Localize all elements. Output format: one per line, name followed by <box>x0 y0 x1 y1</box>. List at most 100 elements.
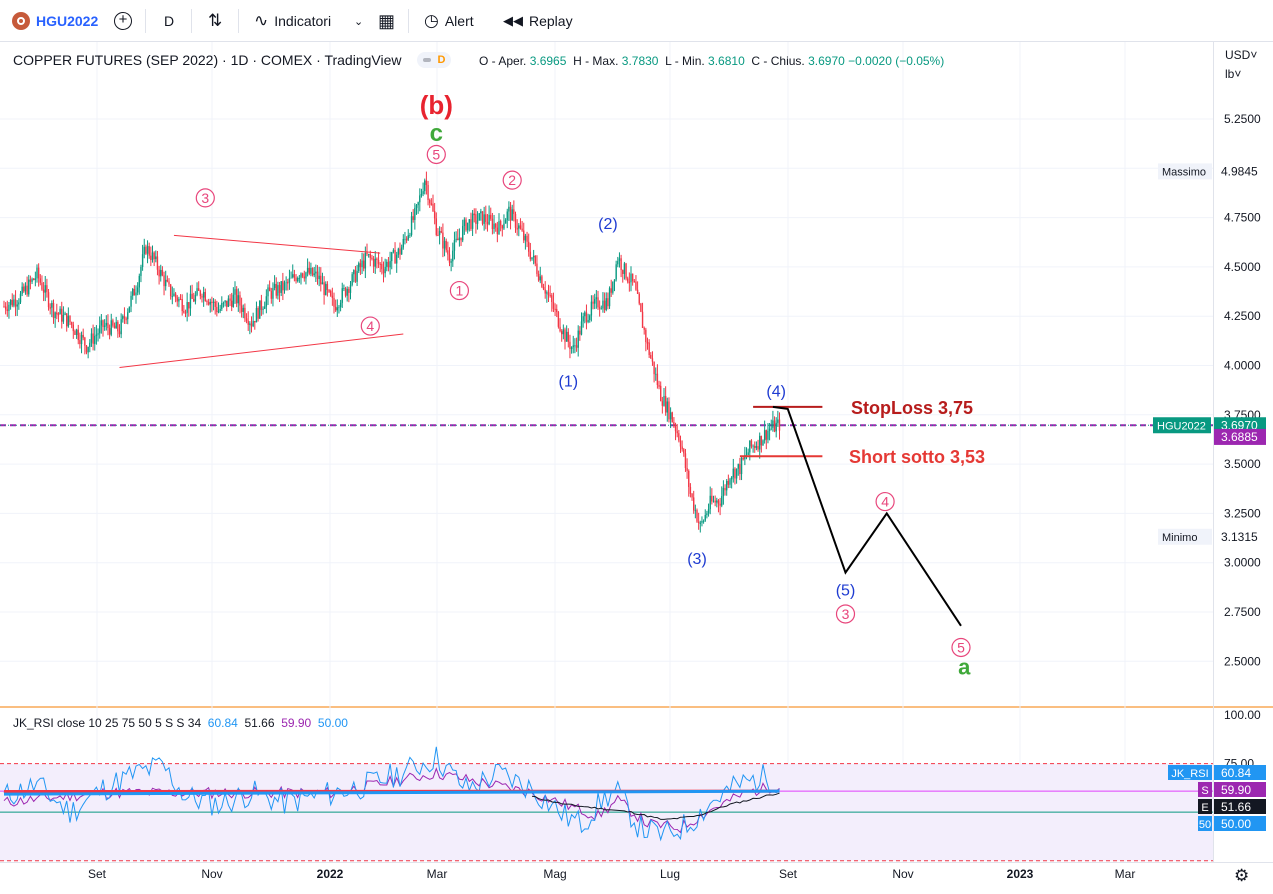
rsi-badge-value-bg <box>1214 765 1266 780</box>
alert-label: Alert <box>444 13 474 29</box>
wave-label: (b) <box>420 90 453 120</box>
indicators-button[interactable]: ∿ Indicatori <box>254 0 331 42</box>
wave-circle <box>875 491 895 512</box>
toolbar-divider <box>191 9 192 33</box>
copper-icon <box>12 12 30 30</box>
wave-label: a <box>958 655 971 680</box>
symbol-tag-label: HGU2022 <box>1157 420 1206 432</box>
rsi-badge-value: 60.84 <box>1221 766 1251 780</box>
high-value: 3.7830 <box>621 54 659 68</box>
close-value: 3.6970 <box>808 54 845 68</box>
wave-label: c <box>430 120 443 147</box>
price-series <box>3 171 781 533</box>
projection-path <box>772 405 962 627</box>
chevron-down-icon: ˅ <box>1250 48 1258 62</box>
time-tick-label: Nov <box>201 867 222 881</box>
indicators-label: Indicatori <box>274 13 332 29</box>
grid-lines <box>0 42 1273 863</box>
minimo-label-bg <box>1158 528 1212 545</box>
interval-label: D <box>164 13 175 29</box>
delayed-badge-label: D <box>437 54 446 66</box>
compare-button[interactable]: + <box>114 0 132 42</box>
rewind-icon: ◀◀ <box>503 13 523 28</box>
wave-label: 2 <box>508 172 516 188</box>
chevron-down-icon: ˅ <box>1234 67 1242 81</box>
wave-circle <box>360 316 380 336</box>
wave-label: (4) <box>766 383 786 400</box>
alarm-clock-icon: ◷ <box>424 11 439 30</box>
short-label: Short sotto 3,53 <box>849 447 985 467</box>
toolbar-divider <box>238 9 239 33</box>
symbol-label: HGU2022 <box>36 13 99 29</box>
price-tick-label: 2.5000 <box>1224 654 1261 668</box>
time-tick-label: 2023 <box>1007 867 1034 881</box>
massimo-label-bg <box>1158 163 1212 180</box>
wave-circle <box>951 637 971 658</box>
indicators-icon: ∿ <box>254 11 269 30</box>
wave-label: (3) <box>687 551 707 568</box>
chart-title: COPPER FUTURES (SEP 2022) · 1D · COMEX ·… <box>13 52 402 68</box>
triangle-lower-line <box>119 333 404 368</box>
rsi-badge-label-bg <box>1168 765 1212 780</box>
rsi-legend: JK_RSI close 10 25 75 50 5 S S 34 60.84 … <box>13 716 348 730</box>
minimo-value-bg <box>1214 528 1266 545</box>
rsi-badge-label-bg <box>1198 816 1212 831</box>
rsi-line <box>3 746 780 842</box>
wave-circle <box>835 604 856 624</box>
wave-label: 4 <box>366 318 374 334</box>
currency-button[interactable]: USD˅ <box>1225 48 1257 62</box>
wave-label: (1) <box>559 374 579 391</box>
replay-button[interactable]: ◀◀ Replay <box>503 0 573 42</box>
symbol-search-button[interactable]: HGU2022 <box>12 0 98 42</box>
wave-label: 3 <box>201 190 209 206</box>
chevron-down-icon: ⌄ <box>354 15 364 28</box>
wave-label: 4 <box>881 494 889 510</box>
unit-button[interactable]: lb˅ <box>1225 67 1241 81</box>
change-value: −0.0020 (−0.05%) <box>848 54 945 68</box>
time-tick-label: Nov <box>892 867 913 881</box>
toolbar-divider <box>145 9 146 33</box>
unit-label: lb <box>1225 67 1235 81</box>
minimo-value: 3.1315 <box>1221 530 1258 544</box>
price-tick-label: 4.0000 <box>1224 359 1261 373</box>
alert-button[interactable]: ◷ Alert <box>424 0 474 42</box>
rsi-badge-value-bg <box>1214 782 1266 797</box>
last-price-tag: 3.6970 <box>1221 418 1258 432</box>
triangle-upper-line <box>173 234 381 254</box>
rsi-badge-label-bg <box>1198 799 1212 814</box>
wave-circle <box>195 188 215 208</box>
high-label: H - Max. <box>573 54 619 68</box>
rsi-badge-label: 50 <box>1199 819 1211 831</box>
massimo-value-bg <box>1214 163 1266 180</box>
layout-button[interactable]: ▦ <box>378 0 401 42</box>
rsi-level-value: 50.00 <box>317 716 348 730</box>
symbol-tag-bg <box>1153 417 1211 434</box>
rsi-badge-label-bg <box>1198 782 1212 797</box>
interval-button[interactable]: D <box>164 0 174 42</box>
time-tick-label: Mag <box>543 867 566 881</box>
chart-legend: COPPER FUTURES (SEP 2022) · 1D · COMEX ·… <box>13 52 452 68</box>
rsi-badge-value: 59.90 <box>1221 783 1251 797</box>
time-tick-label: Lug <box>660 867 680 881</box>
price-tick-label: 3.2500 <box>1224 506 1261 520</box>
wave-circle <box>449 280 469 301</box>
open-label: O - Aper. <box>479 54 527 68</box>
indicators-dropdown[interactable]: ⌄ <box>354 0 363 42</box>
wave-label: 5 <box>957 639 965 655</box>
rsi-badge-value: 50.00 <box>1221 817 1251 831</box>
rsi-badge-value-bg <box>1214 799 1266 814</box>
massimo-label: Massimo <box>1162 166 1206 178</box>
time-tick-label: Mar <box>1115 867 1136 881</box>
rsi-value: 60.84 <box>207 716 238 730</box>
chart-style-button[interactable]: ⇅ <box>208 0 228 42</box>
gear-icon[interactable]: ⚙ <box>1234 866 1250 885</box>
price-tick-label: 2.7500 <box>1224 605 1261 619</box>
wave-label: 5 <box>432 146 440 162</box>
wave-label: 1 <box>456 283 464 299</box>
grid-icon: ▦ <box>378 10 396 31</box>
price-tick-label: 3.0000 <box>1224 556 1261 570</box>
time-tick-label: 2022 <box>317 867 344 881</box>
price-tick-label: 3.5000 <box>1224 457 1261 471</box>
